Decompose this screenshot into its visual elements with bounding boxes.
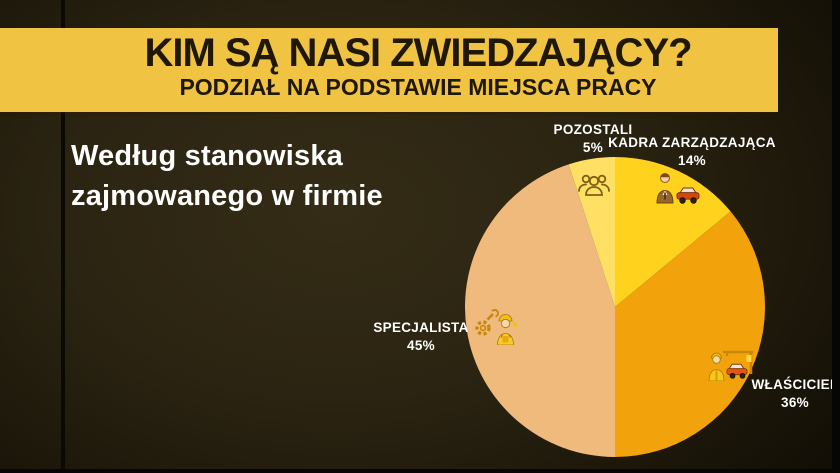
pie-chart xyxy=(465,157,765,457)
owner-garage-icon xyxy=(708,350,753,381)
left-vertical-divider xyxy=(61,0,65,473)
slice-label-wlasciciel: WŁAŚCICIEL 36% xyxy=(752,376,839,411)
slice-label-specjalista: SPECJALISTA 45% xyxy=(373,319,468,354)
slice-percent: 45% xyxy=(407,337,435,353)
page-title: KIM SĄ NASI ZWIEDZAJĄCY? xyxy=(144,31,692,75)
slice-name: SPECJALISTA xyxy=(373,320,469,335)
title-banner: KIM SĄ NASI ZWIEDZAJĄCY? PODZIAŁ NA PODS… xyxy=(0,28,778,112)
slice-percent: 5% xyxy=(582,139,604,155)
right-edge-strip xyxy=(832,0,840,473)
people-group-icon xyxy=(578,174,610,196)
pie-slice-specjalista xyxy=(465,164,615,457)
chart-caption: Według stanowiska zajmowanego w firmie xyxy=(71,136,383,216)
pie-slice-kadra-zarzadzajaca xyxy=(615,157,731,307)
slice-name: KADRA ZARZĄDZAJĄCA xyxy=(608,135,776,150)
caption-line-2: zajmowanego w firmie xyxy=(71,180,383,213)
slice-name: POZOSTALI xyxy=(553,122,633,137)
slice-percent: 36% xyxy=(781,394,809,410)
slice-label-pozostali: POZOSTALI 5% xyxy=(554,121,633,156)
bottom-edge-strip xyxy=(0,469,840,473)
slice-name: WŁAŚCICIEL xyxy=(751,377,839,392)
manager-car-icon xyxy=(656,173,700,204)
pie-slice-pozostali xyxy=(568,157,615,307)
specialist-worker-icon xyxy=(475,309,518,345)
pie-slice-wlasciciel xyxy=(615,211,765,457)
caption-line-1: Według stanowiska xyxy=(71,140,343,172)
page-subtitle: PODZIAŁ NA PODSTAWIE MIEJSCA PRACY xyxy=(179,73,657,100)
slice-label-kadra-zarzadzajaca: KADRA ZARZĄDZAJĄCA 14% xyxy=(608,134,776,169)
slice-percent: 14% xyxy=(678,152,706,168)
